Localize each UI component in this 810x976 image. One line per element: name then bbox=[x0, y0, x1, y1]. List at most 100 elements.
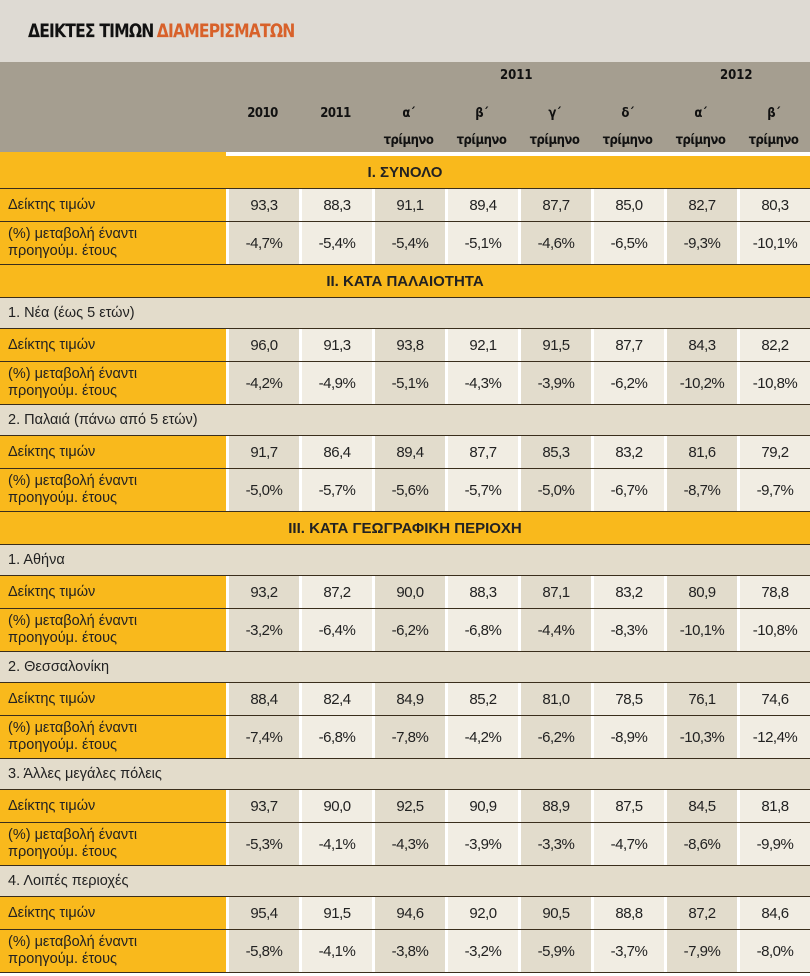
change-value-cell: -9,9% bbox=[737, 823, 810, 865]
index-value-cell: 85,0 bbox=[591, 189, 664, 221]
table-row-change: (%) μεταβολή έναντι προηγούμ. έτους -4,7% -… bbox=[0, 222, 810, 265]
table-row-index: Δείκτης τιμών 93,2 87,2 90,0 88,3 87,1 83,2 80,… bbox=[0, 576, 810, 609]
change-value-cell: -6,2% bbox=[372, 609, 445, 651]
row-label-line-1: (%) μεταβολή έναντι bbox=[8, 720, 138, 736]
change-value-cell: -5,0% bbox=[226, 469, 299, 511]
change-value-cell: -4,7% bbox=[591, 823, 664, 865]
table-row-change: (%) μεταβολή έναντι προηγούμ. έτους -5,3% -… bbox=[0, 823, 810, 866]
row-label-text: (%) μεταβολή έναντι προηγούμ. έτους bbox=[8, 226, 137, 260]
table-row-change: (%) μεταβολή έναντι προηγούμ. έτους -4,2% -… bbox=[0, 362, 810, 405]
year-group-2012: 2012 bbox=[720, 68, 753, 83]
index-value-cell: 81,0 bbox=[518, 683, 591, 715]
change-value-cell: -4,3% bbox=[445, 362, 518, 404]
table-row-change: (%) μεταβολή έναντι προηγούμ. έτους -7,4% -… bbox=[0, 716, 810, 759]
index-value-cell: 89,4 bbox=[445, 189, 518, 221]
change-value-cell: -6,8% bbox=[445, 609, 518, 651]
change-value-cell: -10,8% bbox=[737, 362, 810, 404]
table-row-index: Δείκτης τιμών 88,4 82,4 84,9 85,2 81,0 78,5 76,… bbox=[0, 683, 810, 716]
row-label-line-1: (%) μεταβολή έναντι bbox=[8, 473, 138, 489]
row-label: (%) μεταβολή έναντι προηγούμ. έτους bbox=[0, 609, 226, 651]
index-value-cell: 91,3 bbox=[299, 329, 372, 361]
index-value-cell: 91,5 bbox=[299, 897, 372, 929]
column-header-bottom: τρίμηνο bbox=[602, 133, 653, 148]
change-value-cell: -3,2% bbox=[445, 930, 518, 972]
change-value-cell: -5,1% bbox=[445, 222, 518, 264]
column-header-top: α΄ bbox=[694, 106, 707, 121]
column-header: β΄ τρίμηνο bbox=[737, 62, 810, 154]
index-value-cell: 78,5 bbox=[591, 683, 664, 715]
row-label-text: (%) μεταβολή έναντι προηγούμ. έτους bbox=[8, 720, 137, 754]
table-row-change: (%) μεταβολή έναντι προηγούμ. έτους -3,2% -… bbox=[0, 609, 810, 652]
index-value-cell: 84,6 bbox=[737, 897, 810, 929]
change-value-cell: -5,3% bbox=[226, 823, 299, 865]
change-value-cell: -5,4% bbox=[372, 222, 445, 264]
change-value-cell: -4,1% bbox=[299, 823, 372, 865]
index-value-cell: 84,3 bbox=[664, 329, 737, 361]
change-value-cell: -10,1% bbox=[737, 222, 810, 264]
table-row-change: (%) μεταβολή έναντι προηγούμ. έτους -5,8% -… bbox=[0, 930, 810, 973]
column-header-bottom: τρίμηνο bbox=[748, 133, 799, 148]
index-value-cell: 95,4 bbox=[226, 897, 299, 929]
change-value-cell: -5,6% bbox=[372, 469, 445, 511]
index-value-cell: 90,5 bbox=[518, 897, 591, 929]
row-label-line-1: (%) μεταβολή έναντι bbox=[8, 827, 138, 843]
row-label-line-1: (%) μεταβολή έναντι bbox=[8, 934, 138, 950]
column-header-top: δ΄ bbox=[621, 106, 634, 121]
row-label-line-1: (%) μεταβολή έναντι bbox=[8, 613, 138, 629]
title-bar: ΔΕΙΚΤΕΣ ΤΙΜΩΝ ΔΙΑΜΕΡΙΣΜΑΤΩΝ bbox=[0, 0, 810, 62]
change-value-cell: -5,8% bbox=[226, 930, 299, 972]
column-header-top: β΄ bbox=[475, 106, 488, 121]
table-row-index: Δείκτης τιμών 93,3 88,3 91,1 89,4 87,7 85,0 82,… bbox=[0, 189, 810, 222]
change-value-cell: -5,4% bbox=[299, 222, 372, 264]
change-value-cell: -3,9% bbox=[518, 362, 591, 404]
row-label-line-2: προηγούμ. έτους bbox=[8, 844, 118, 860]
row-label: (%) μεταβολή έναντι προηγούμ. έτους bbox=[0, 362, 226, 404]
change-value-cell: -9,3% bbox=[664, 222, 737, 264]
change-value-cell: -4,3% bbox=[372, 823, 445, 865]
subgroup-header: 1. Αθήνα bbox=[0, 545, 810, 576]
index-value-cell: 88,9 bbox=[518, 790, 591, 822]
change-value-cell: -3,7% bbox=[591, 930, 664, 972]
column-header: δ΄ τρίμηνο bbox=[591, 62, 664, 154]
index-value-cell: 93,7 bbox=[226, 790, 299, 822]
change-value-cell: -8,6% bbox=[664, 823, 737, 865]
change-value-cell: -10,1% bbox=[664, 609, 737, 651]
index-value-cell: 87,1 bbox=[518, 576, 591, 608]
change-value-cell: -8,7% bbox=[664, 469, 737, 511]
index-value-cell: 90,9 bbox=[445, 790, 518, 822]
index-value-cell: 83,2 bbox=[591, 576, 664, 608]
title-part-2: ΔΙΑΜΕΡΙΣΜΑΤΩΝ bbox=[156, 20, 296, 42]
change-value-cell: -5,7% bbox=[445, 469, 518, 511]
column-header-top: β΄ bbox=[767, 106, 780, 121]
section-header: III. ΚΑΤΑ ΓΕΩΓΡΑΦΙΚΗ ΠΕΡΙΟΧΗ bbox=[0, 512, 810, 545]
row-label: Δείκτης τιμών bbox=[0, 576, 226, 608]
row-label-line-2: προηγούμ. έτους bbox=[8, 243, 118, 259]
column-header: 2010 bbox=[226, 62, 299, 154]
index-value-cell: 79,2 bbox=[737, 436, 810, 468]
index-value-cell: 88,3 bbox=[299, 189, 372, 221]
row-label-text: (%) μεταβολή έναντι προηγούμ. έτους bbox=[8, 613, 137, 647]
column-header: γ΄ τρίμηνο bbox=[518, 62, 591, 154]
table-body: I. ΣΥΝΟΛΟ Δείκτης τιμών 93,3 88,3 91,1 89,4 87… bbox=[0, 156, 810, 973]
change-value-cell: -5,7% bbox=[299, 469, 372, 511]
row-label: (%) μεταβολή έναντι προηγούμ. έτους bbox=[0, 469, 226, 511]
index-value-cell: 82,7 bbox=[664, 189, 737, 221]
index-value-cell: 85,3 bbox=[518, 436, 591, 468]
subgroup-header: 1. Νέα (έως 5 ετών) bbox=[0, 298, 810, 329]
table-header: 2011 2012 2010 2011 α΄ τρίμηνο β΄ τρίμηνο γ΄ τρ… bbox=[0, 62, 810, 152]
subgroup-header: 2. Παλαιά (πάνω από 5 ετών) bbox=[0, 405, 810, 436]
row-label: Δείκτης τιμών bbox=[0, 897, 226, 929]
row-label-text: (%) μεταβολή έναντι προηγούμ. έτους bbox=[8, 934, 137, 968]
change-value-cell: -4,9% bbox=[299, 362, 372, 404]
index-value-cell: 87,7 bbox=[591, 329, 664, 361]
change-value-cell: -5,0% bbox=[518, 469, 591, 511]
change-value-cell: -8,9% bbox=[591, 716, 664, 758]
row-label: Δείκτης τιμών bbox=[0, 683, 226, 715]
index-value-cell: 88,8 bbox=[591, 897, 664, 929]
change-value-cell: -10,2% bbox=[664, 362, 737, 404]
column-header: α΄ τρίμηνο bbox=[664, 62, 737, 154]
index-value-cell: 91,1 bbox=[372, 189, 445, 221]
change-value-cell: -10,3% bbox=[664, 716, 737, 758]
index-value-cell: 86,4 bbox=[299, 436, 372, 468]
change-value-cell: -8,3% bbox=[591, 609, 664, 651]
